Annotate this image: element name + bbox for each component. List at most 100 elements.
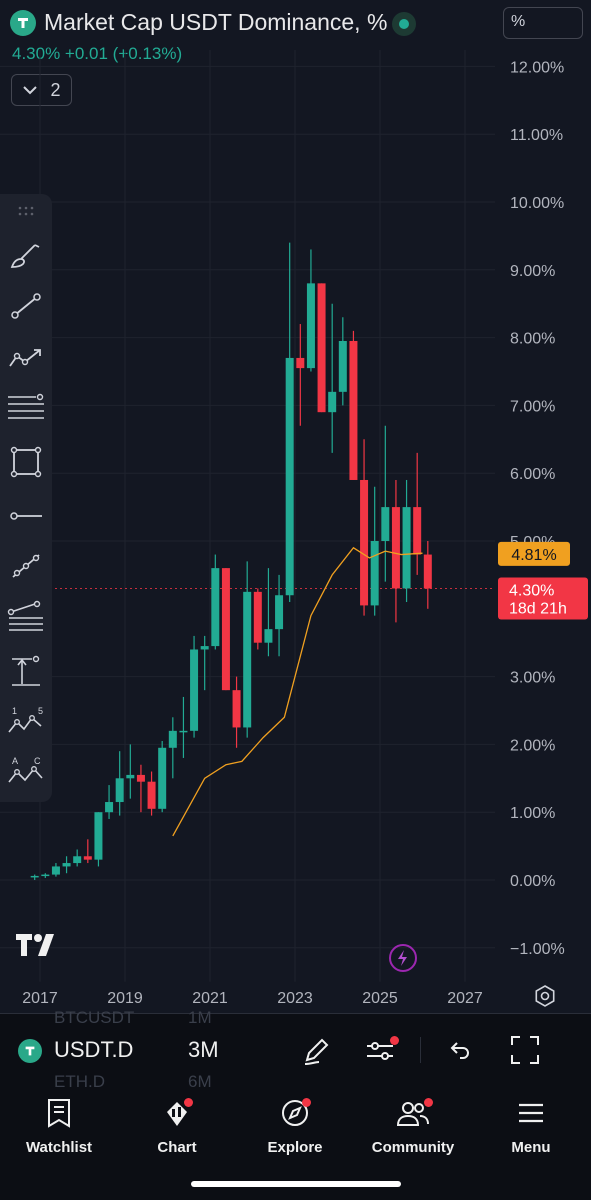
nav-community-label: Community	[371, 1139, 455, 1156]
candle-body-down	[253, 591, 262, 643]
indicators-count: 2	[50, 79, 61, 100]
candle-body-up	[62, 863, 71, 867]
candle-body-down	[349, 340, 358, 480]
y-axis-tick-label: 6.00%	[510, 466, 555, 483]
y-axis-tick-label: −1.00%	[510, 941, 565, 958]
candle-body-up	[115, 778, 124, 803]
countdown-label: 18d 21h	[509, 600, 567, 617]
horizontal-lines-tool-icon[interactable]	[0, 386, 52, 430]
candle-body-up	[200, 646, 209, 650]
x-axis-tick-label: 2017	[22, 990, 58, 1007]
y-axis-tick-label: 0.00%	[510, 873, 555, 890]
x-axis-tick-label: 2023	[277, 990, 313, 1007]
symbol-selector[interactable]: USDT.D	[54, 1037, 134, 1062]
svg-text:A: A	[12, 756, 18, 766]
y-axis-tick-label: 3.00%	[510, 670, 555, 687]
chart-title[interactable]: Market Cap USDT Dominance, %	[44, 9, 388, 35]
symbol-bar: BTCUSDT 1M ETH.D 6M	[0, 1008, 591, 1091]
moving-average-line	[172, 546, 423, 837]
ghost-interval-row-1: 1M	[188, 1008, 212, 1027]
scale-percent-button[interactable]: %	[503, 7, 583, 39]
symbol-logo-icon[interactable]	[18, 1039, 42, 1063]
chart-canvas[interactable]: 12.00%11.00%10.00%9.00%8.00%7.00%6.00%5.…	[0, 50, 591, 1010]
candle-body-up	[158, 747, 167, 809]
brush-tool-icon[interactable]	[0, 234, 52, 278]
nav-chart[interactable]: Chart	[122, 1098, 232, 1156]
candle-body-up	[285, 357, 294, 596]
nav-explore[interactable]: Explore	[240, 1098, 350, 1156]
nav-menu[interactable]: Menu	[476, 1098, 586, 1156]
chevron-down-icon	[23, 86, 38, 95]
home-indicator	[191, 1181, 401, 1187]
candle-body-up	[73, 856, 82, 864]
price-tag-label: 4.30%	[509, 582, 554, 599]
price-change-line: 4.30% +0.01 (+0.13%)	[12, 44, 183, 63]
svg-text:1: 1	[12, 706, 17, 716]
chart-settings-gear-icon[interactable]	[534, 985, 556, 1012]
nav-menu-label: Menu	[511, 1139, 551, 1156]
bolt-icon[interactable]	[389, 944, 417, 972]
community-notification-dot	[424, 1098, 433, 1107]
candle-body-up	[370, 541, 379, 606]
y-axis-tick-label: 9.00%	[510, 263, 555, 280]
ghost-symbol-row-1: BTCUSDT	[54, 1008, 135, 1027]
market-status-icon[interactable]	[392, 12, 416, 36]
candle-body-down	[221, 568, 230, 691]
candle-body-down	[296, 357, 305, 369]
candle-body-down	[317, 283, 326, 413]
community-icon	[396, 1102, 429, 1126]
ma-value-tag	[498, 541, 570, 566]
candle-body-up	[30, 875, 39, 878]
candle-body-down	[136, 774, 145, 782]
x-axis-tick-label: 2019	[107, 990, 143, 1007]
candle-body-down	[360, 479, 369, 606]
live-dot-icon	[399, 19, 409, 29]
nav-chart-label: Chart	[157, 1139, 197, 1156]
parallel-channel-tool-icon[interactable]	[0, 544, 52, 588]
chart-header: Market Cap USDT Dominance, % % 4.30% +0.…	[0, 0, 591, 106]
interval-selector[interactable]: 3M	[188, 1037, 219, 1062]
fullscreen-icon[interactable]	[510, 1035, 540, 1070]
candle-body-up	[190, 649, 199, 731]
tradingview-logo-icon[interactable]	[16, 934, 60, 961]
x-axis-tick-label: 2021	[192, 990, 228, 1007]
candle-body-up	[105, 802, 114, 813]
nav-community[interactable]: Community	[358, 1098, 468, 1156]
price-range-tool-icon[interactable]	[0, 650, 52, 694]
trend-line-tool-icon[interactable]	[0, 284, 52, 328]
candle-body-up	[126, 774, 135, 779]
candle-body-down	[147, 781, 156, 809]
horizontal-ray-tool-icon[interactable]	[0, 494, 52, 538]
path-tool-icon[interactable]	[0, 335, 52, 379]
candle-body-down	[232, 690, 241, 728]
y-axis-tick-label: 7.00%	[510, 398, 555, 415]
y-axis-tick-label: 11.00%	[510, 127, 563, 144]
toolbar-divider	[420, 1037, 421, 1063]
x-axis-tick-label: 2027	[447, 990, 483, 1007]
candle-body-up	[264, 629, 273, 643]
indicators-toggle-button[interactable]: 2	[11, 74, 72, 106]
svg-text:5: 5	[38, 706, 43, 716]
fib-retracement-tool-icon[interactable]	[0, 594, 52, 638]
menu-icon	[519, 1103, 543, 1123]
price-tag	[498, 577, 588, 620]
undo-icon[interactable]	[447, 1038, 471, 1067]
candle-body-up	[381, 507, 390, 541]
toolbar-drag-handle-icon[interactable]	[0, 194, 52, 228]
candle-body-up	[328, 391, 337, 413]
y-axis-tick-label: 2.00%	[510, 737, 555, 754]
drawing-pen-icon[interactable]	[301, 1034, 333, 1071]
candle-body-up	[306, 283, 315, 369]
y-axis-tick-label: 12.00%	[510, 59, 564, 76]
nav-watchlist[interactable]: Watchlist	[4, 1098, 114, 1156]
indicators-sliders-icon[interactable]	[365, 1036, 399, 1071]
y-axis-tick-label: 1.00%	[510, 805, 555, 822]
price-chart[interactable]: 12.00%11.00%10.00%9.00%8.00%7.00%6.00%5.…	[0, 50, 591, 1010]
y-axis-tick-label: 8.00%	[510, 331, 555, 348]
candle-body-down	[413, 507, 422, 555]
chart-nav-icon	[167, 1102, 187, 1126]
candle-body-up	[41, 874, 50, 877]
rectangle-tool-icon[interactable]	[0, 440, 52, 484]
